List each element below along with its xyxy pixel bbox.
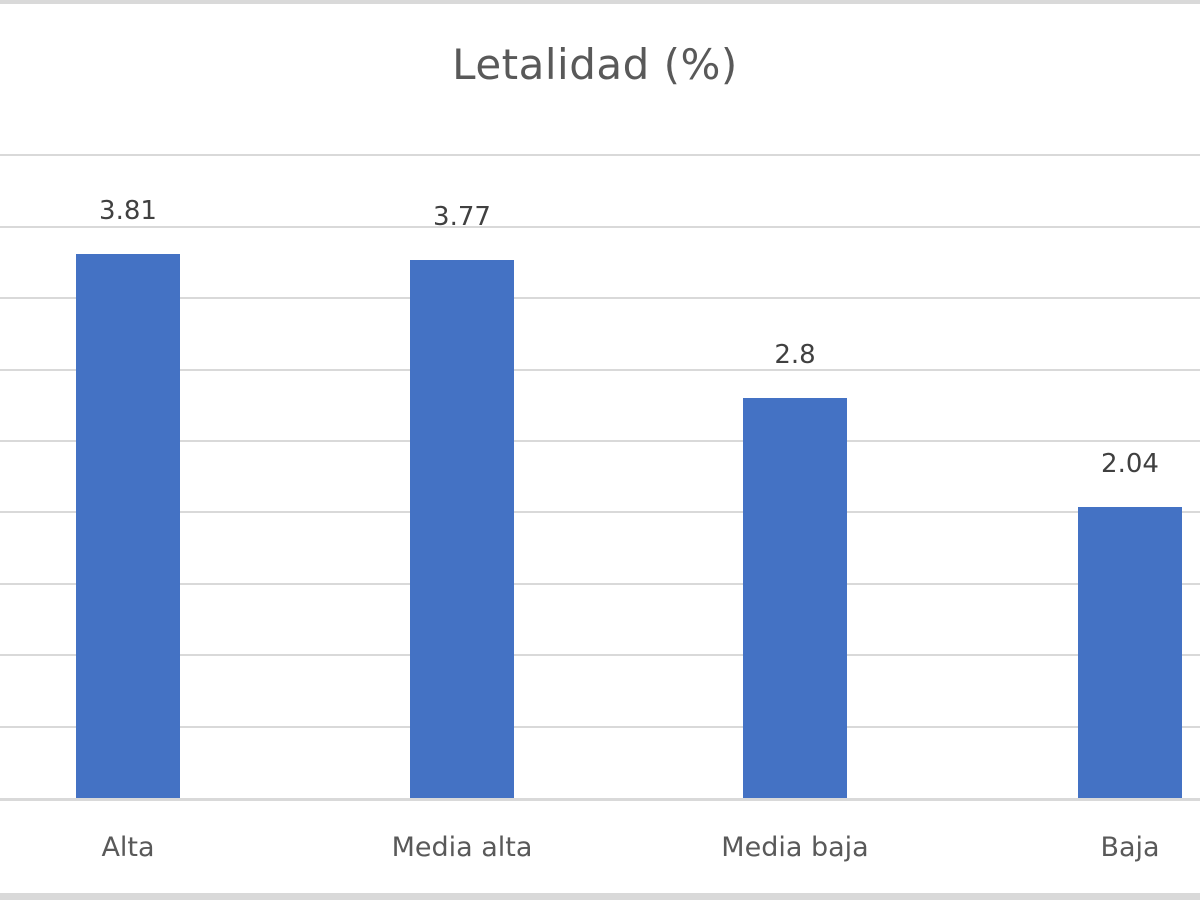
gridline <box>0 225 1200 228</box>
chart-title: Letalidad (%) <box>452 40 738 89</box>
gridline <box>0 440 1200 442</box>
bar-alta <box>76 253 180 798</box>
chart-frame-bottom-border <box>0 893 1200 900</box>
data-label: 3.81 <box>99 195 157 226</box>
data-label: 2.8 <box>774 340 816 371</box>
gridline <box>0 368 1200 371</box>
x-axis-line <box>0 798 1200 801</box>
chart-frame-top-border <box>0 0 1200 4</box>
x-tick-label: Media alta <box>391 832 533 863</box>
bar-media-alta <box>410 259 514 798</box>
bar-baja <box>1078 506 1182 798</box>
gridline <box>0 725 1200 728</box>
x-tick-label: Baja <box>1100 832 1160 863</box>
gridline <box>0 582 1200 585</box>
gridline <box>0 297 1200 300</box>
gridline <box>0 154 1200 157</box>
x-tick-label: Media baja <box>721 832 869 863</box>
x-tick-label: Alta <box>101 832 155 863</box>
gridline <box>0 654 1200 657</box>
data-label: 3.77 <box>433 201 491 232</box>
data-label: 2.04 <box>1101 448 1159 479</box>
bar-media-baja <box>743 398 847 798</box>
gridline <box>0 511 1200 514</box>
